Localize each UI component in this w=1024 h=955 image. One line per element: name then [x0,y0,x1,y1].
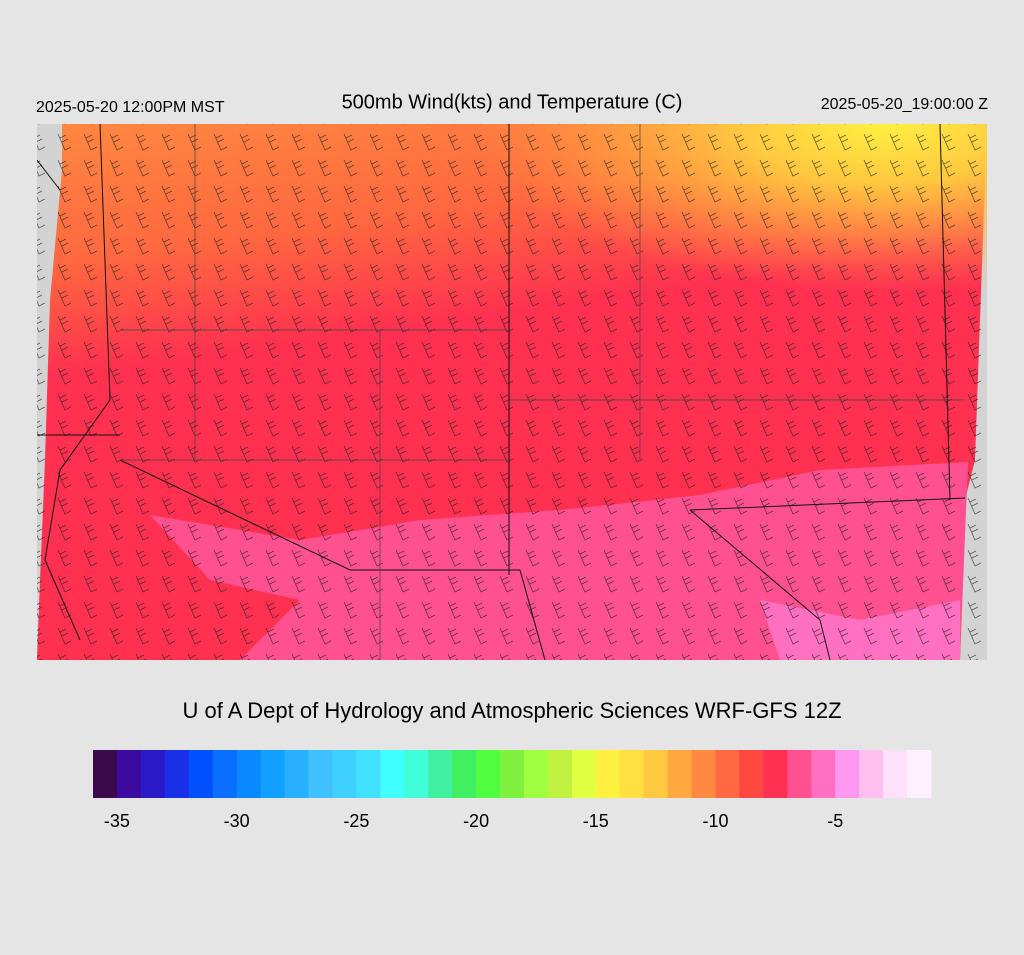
colorbar-swatch [500,750,525,798]
credit: U of A Dept of Hydrology and Atmospheric… [182,698,841,723]
colorbar-swatch [787,750,812,798]
colorbar-swatch [595,750,621,798]
colorbar-tick-label: -10 [703,811,729,831]
colorbar-swatch [811,750,836,798]
valid-utc: 2025-05-20_19:00:00 Z [821,96,988,113]
colorbar-swatch [476,750,501,798]
colorbar: -35 -30 -25 -20 -15 -10 -5 [93,750,932,831]
title: 500mb Wind(kts) and Temperature (C) [342,91,683,113]
colorbar-swatch [571,750,597,798]
colorbar-swatch [715,750,740,798]
valid-local: 2025-05-20 12:00PM MST [36,99,225,116]
colorbar-swatch [691,750,717,798]
colorbar-swatch [643,750,669,798]
colorbar-swatch [332,750,357,798]
colorbar-swatch [667,750,693,798]
colorbar-swatch [116,750,142,798]
colorbar-swatch [260,750,286,798]
colorbar-swatch [404,750,429,798]
colorbar-swatch [308,750,333,798]
colorbar-swatch [428,750,453,798]
colorbar-swatch [835,750,860,798]
colorbar-tick-label: -30 [224,811,250,831]
colorbar-swatch [164,750,190,798]
colorbar-swatch [452,750,477,798]
borders [37,124,966,660]
colorbar-swatch [236,750,262,798]
colorbar-swatch [93,750,118,798]
colorbar-swatch [284,750,309,798]
colorbar-swatch [883,750,908,798]
colorbar-swatch [907,750,932,798]
colorbar-swatch [523,750,549,798]
colorbar-tick-label: -25 [343,811,369,831]
colorbar-swatch [140,750,166,798]
colorbar-swatch [619,750,645,798]
colorbar-swatch [739,750,764,798]
colorbar-tick-label: -20 [463,811,489,831]
colorbar-swatch [547,750,573,798]
colorbar-tick-label: -35 [104,811,130,831]
colorbar-tick-label: -5 [827,811,843,831]
map [37,124,987,660]
wind-barbs [37,124,987,660]
colorbar-swatch [356,750,381,798]
colorbar-swatch [212,750,238,798]
colorbar-swatch [859,750,884,798]
colorbar-swatch [763,750,788,798]
colorbar-tick-label: -15 [583,811,609,831]
colorbar-swatch [380,750,405,798]
colorbar-swatch [188,750,214,798]
